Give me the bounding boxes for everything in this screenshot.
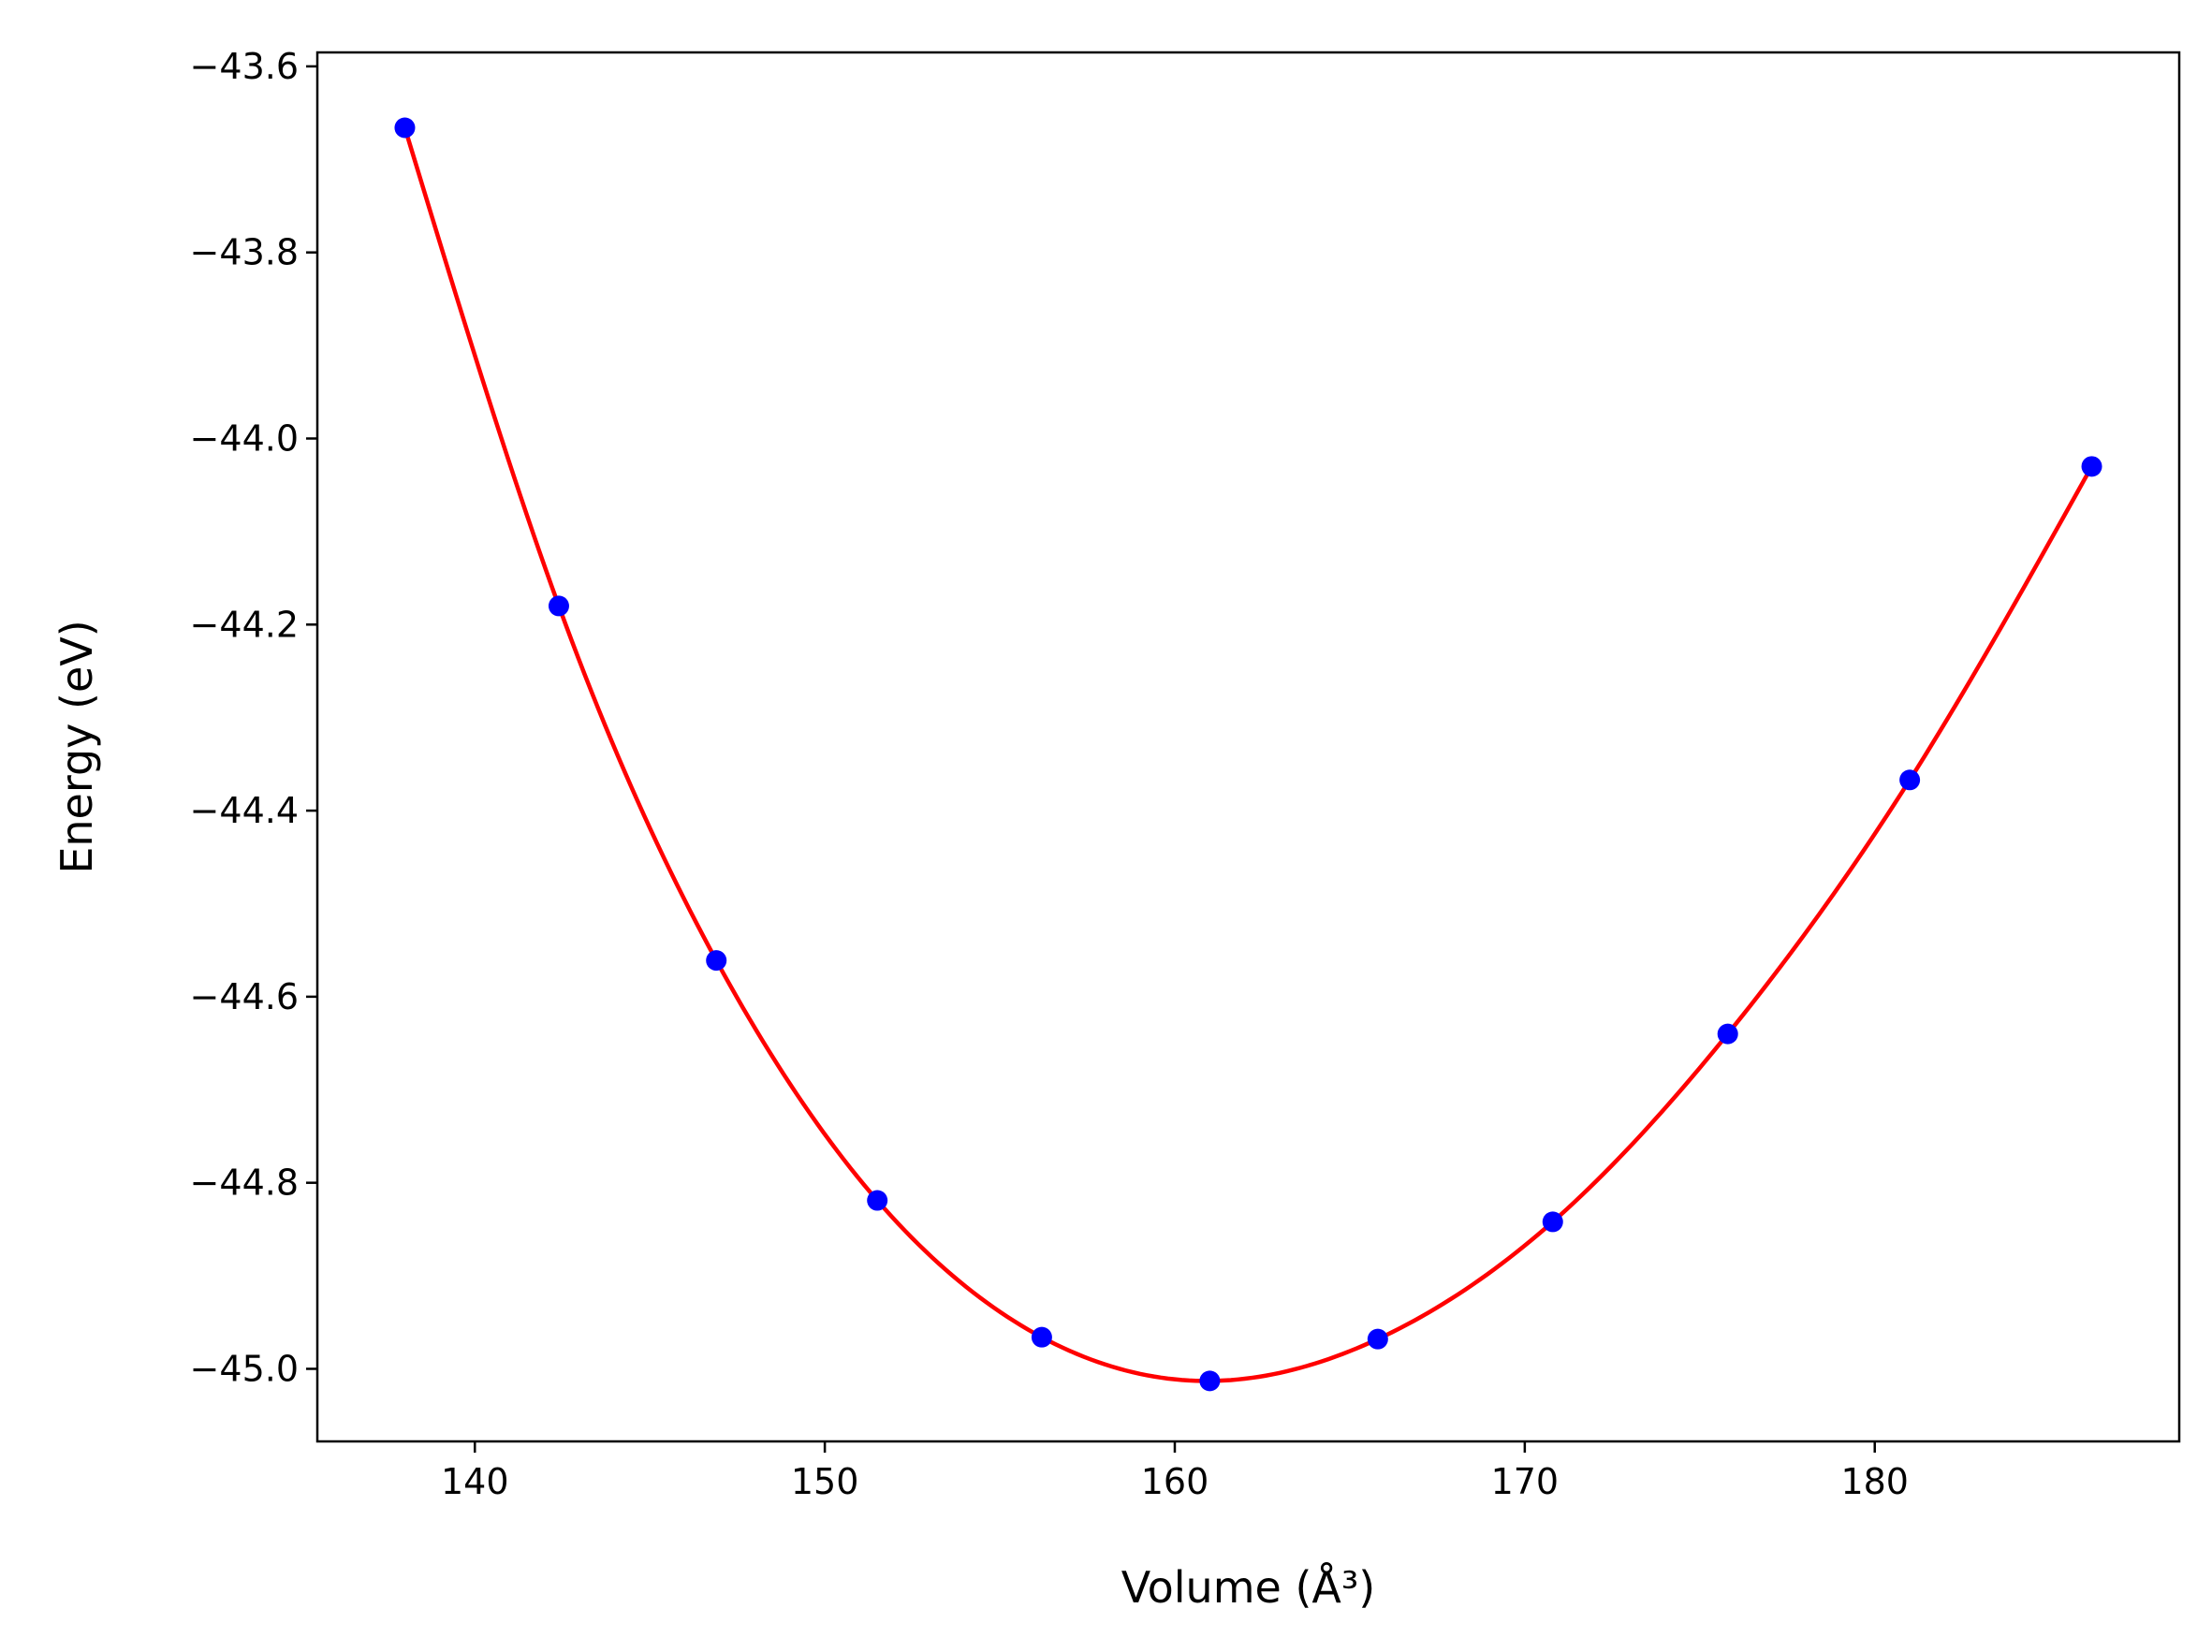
data-point	[1031, 1326, 1052, 1348]
data-points	[394, 117, 2102, 1392]
y-tick-label: −44.2	[190, 604, 299, 645]
y-tick-label: −44.6	[190, 976, 299, 1017]
y-tick-label: −44.8	[190, 1162, 299, 1204]
y-tick-label: −45.0	[190, 1348, 299, 1389]
data-point	[867, 1190, 888, 1211]
data-point	[706, 950, 727, 972]
y-tick-label: −43.8	[190, 232, 299, 273]
x-tick-label: 160	[1141, 1461, 1209, 1502]
data-point	[1199, 1370, 1221, 1392]
data-point	[394, 117, 416, 139]
y-tick-label: −43.6	[190, 46, 299, 87]
x-axis-ticks: 140 150 160 170 180	[441, 1441, 1909, 1502]
y-axis-label: Energy (eV)	[51, 620, 102, 873]
x-tick-label: 140	[441, 1461, 509, 1502]
x-tick-label: 170	[1491, 1461, 1560, 1502]
y-tick-label: −44.4	[190, 790, 299, 831]
data-point	[1542, 1211, 1563, 1233]
y-axis-ticks: −45.0 −44.8 −44.6 −44.4 −44.2 −44.0 −43.8 −43.6	[190, 46, 317, 1389]
y-tick-label: −44.0	[190, 417, 299, 459]
data-point	[2081, 456, 2102, 477]
data-point	[1367, 1328, 1388, 1350]
axes-frame	[315, 51, 2181, 1443]
plot-area	[394, 117, 2102, 1392]
data-point	[1899, 769, 1921, 791]
x-tick-label: 180	[1840, 1461, 1909, 1502]
x-axis-label: Volume (Å³)	[1121, 1562, 1376, 1613]
data-point	[1717, 1023, 1738, 1045]
data-point	[548, 595, 569, 617]
x-tick-label: 150	[791, 1461, 859, 1502]
